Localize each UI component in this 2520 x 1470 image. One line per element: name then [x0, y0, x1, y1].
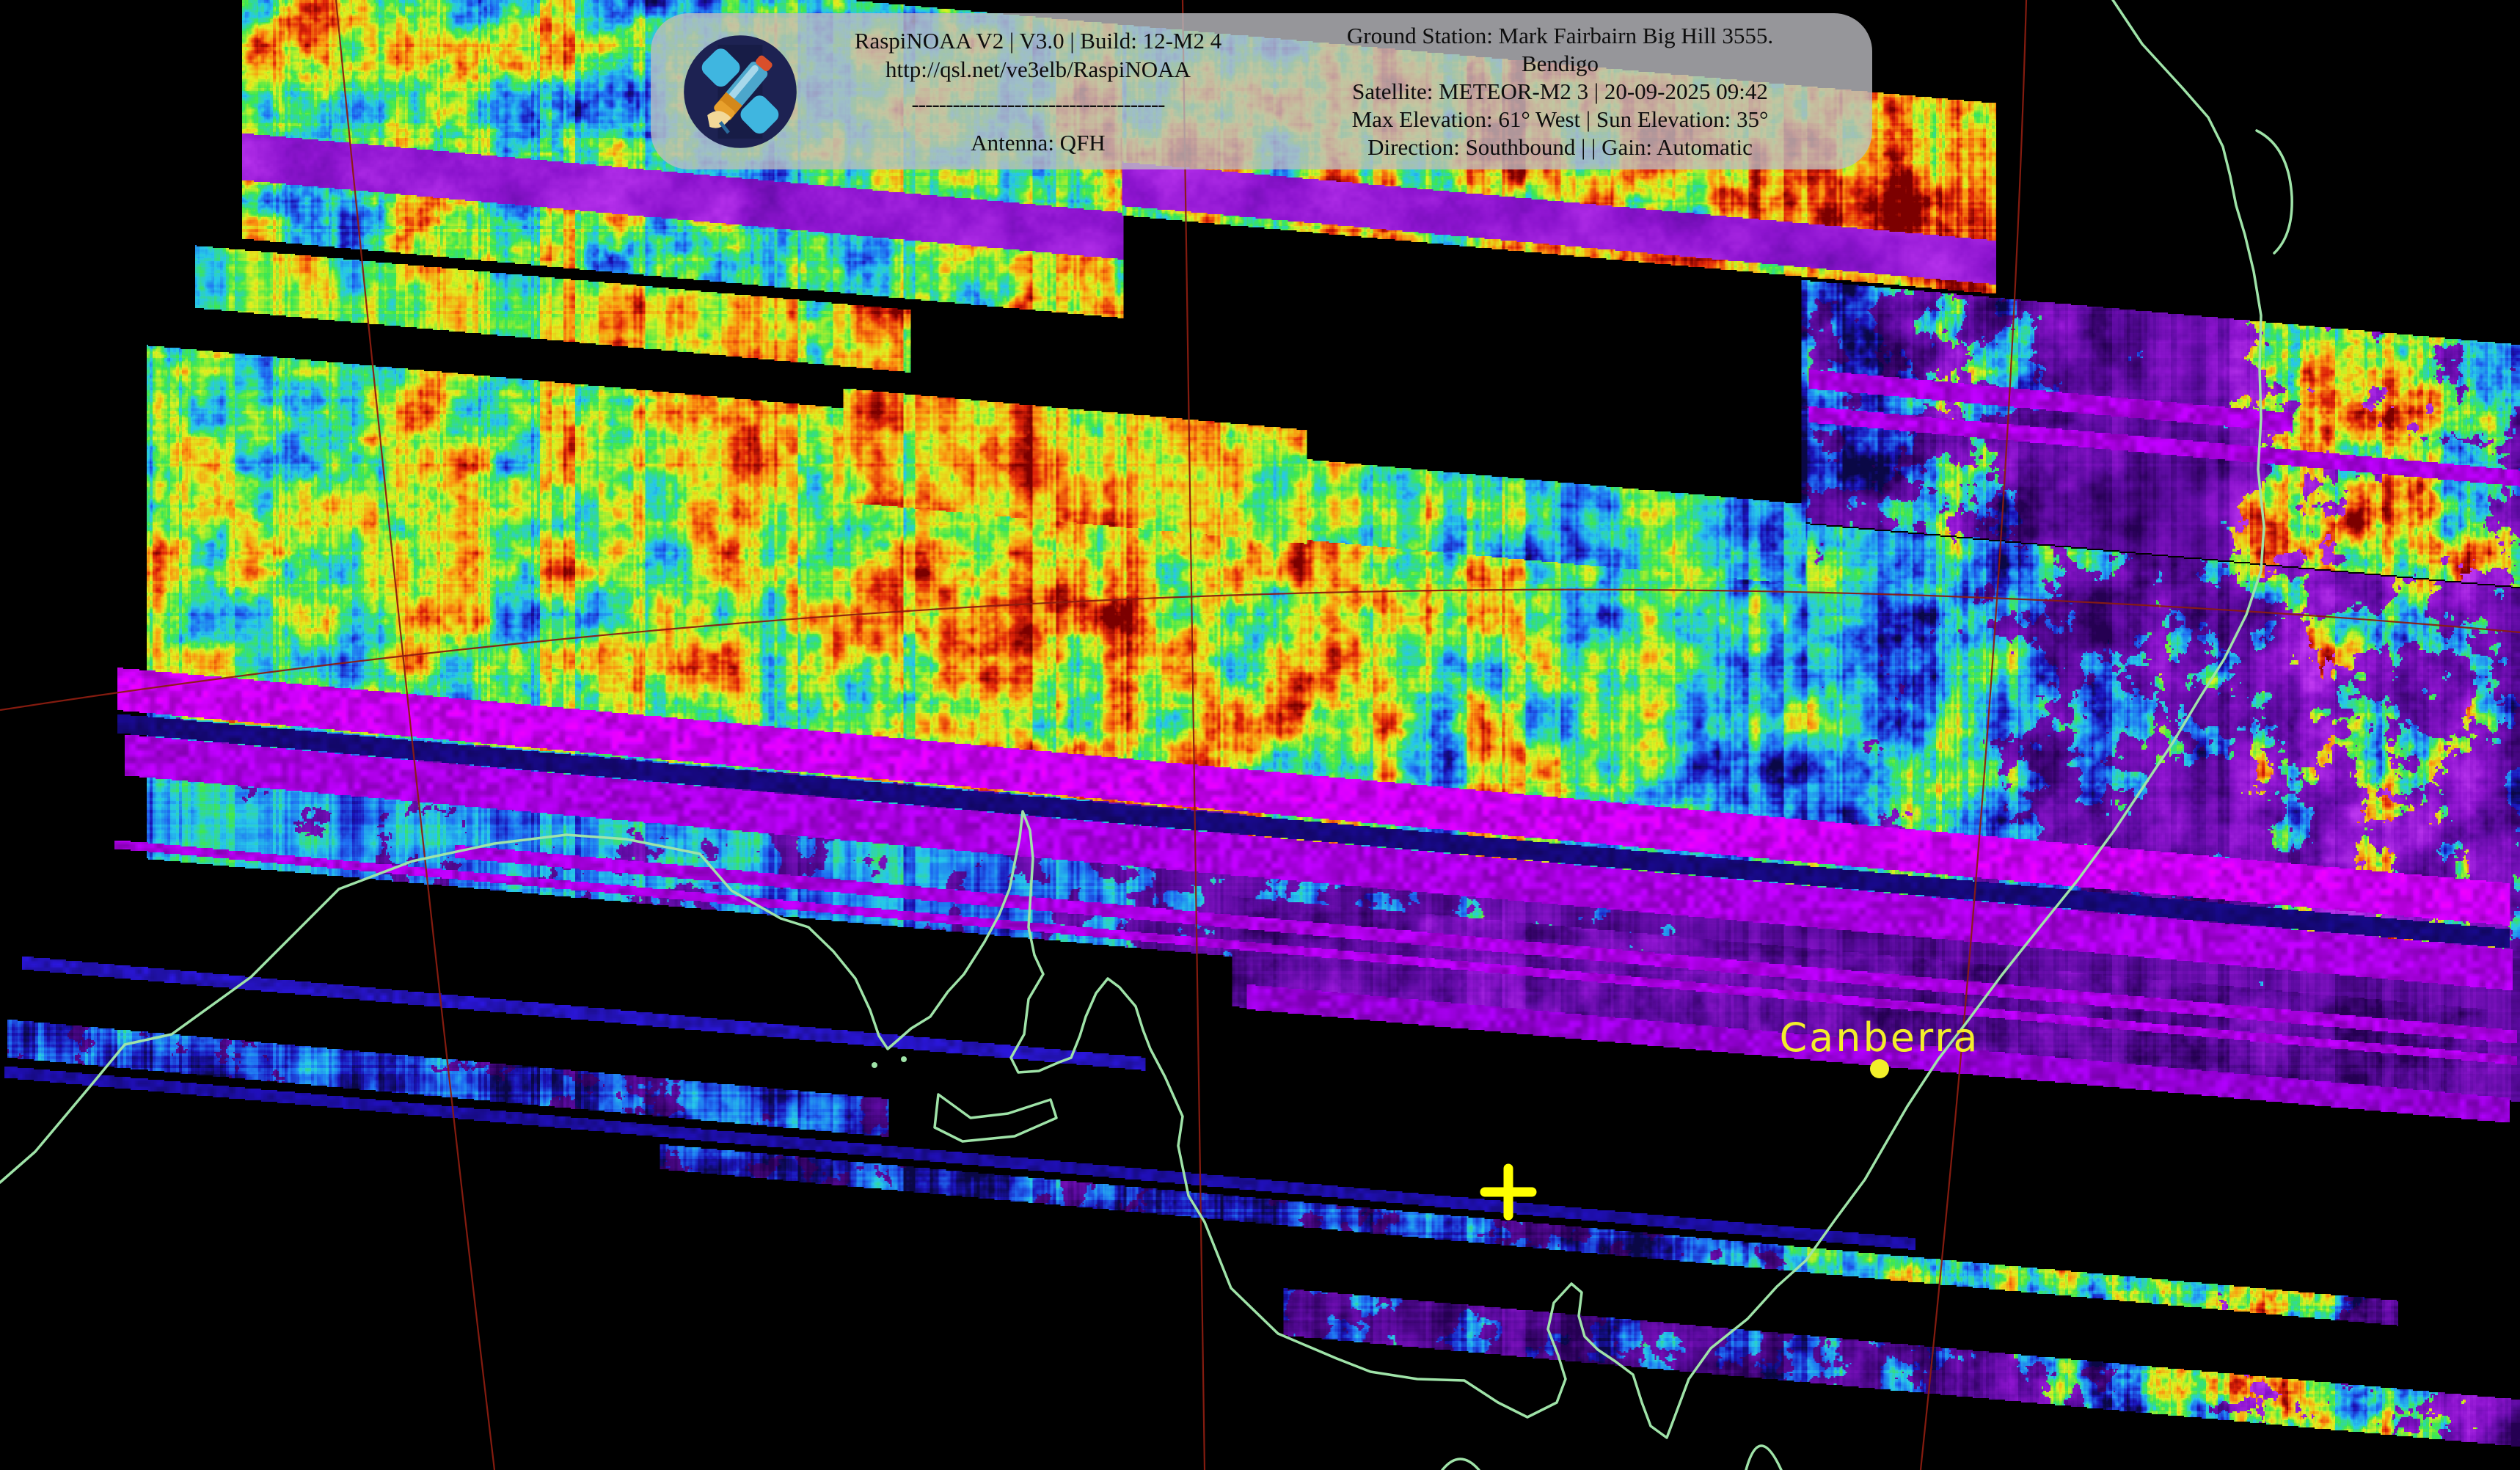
- ground-station-info: Ground Station: Mark Fairbairn Big Hill …: [1346, 22, 1774, 48]
- direction-gain-info: Direction: Southbound | | Gain: Automati…: [1367, 134, 1753, 160]
- satellite-pass-info: Satellite: METEOR-M2 3 | 20-09-2025 09:4…: [1352, 78, 1768, 104]
- info-overlay-panel: RaspiNOAA V2 | V3.0 | Build: 12-M2 4 htt…: [651, 13, 1872, 169]
- coastline-islet: [901, 1056, 907, 1062]
- coastline-mainland: [0, 0, 2265, 1439]
- grid-meridian-west: [335, 0, 496, 1470]
- app-title: RaspiNOAA V2 | V3.0 | Build: 12-M2 4: [854, 27, 1222, 54]
- coastline-tasmania-tip: [1441, 1458, 1480, 1470]
- raspinoaa-logo-icon: [684, 34, 797, 148]
- coastline-promontory: [1745, 1444, 1783, 1470]
- elevation-info: Max Elevation: 61° West | Sun Elevation:…: [1351, 106, 1769, 132]
- app-url: http://qsl.net/ve3elb/RaspiNOAA: [885, 56, 1191, 82]
- city-marker-dot: [1870, 1059, 1889, 1078]
- grid-meridian-east: [1919, 0, 2028, 1470]
- antenna-info: Antenna: QFH: [971, 129, 1106, 156]
- divider-dashes: -------------------------------------: [911, 90, 1166, 117]
- coastline-islet: [872, 1062, 877, 1068]
- grid-meridian-center: [1181, 0, 1206, 1470]
- city-label-canberra: Canberra: [1779, 1014, 1980, 1061]
- coastline-kangaroo-island: [933, 1093, 1058, 1143]
- grid-parallel: [0, 588, 2520, 712]
- ground-station-cross-icon: [1480, 1163, 1537, 1221]
- coastline-fraser-island: [2255, 129, 2293, 255]
- ground-station-city: Bendigo: [1521, 50, 1599, 76]
